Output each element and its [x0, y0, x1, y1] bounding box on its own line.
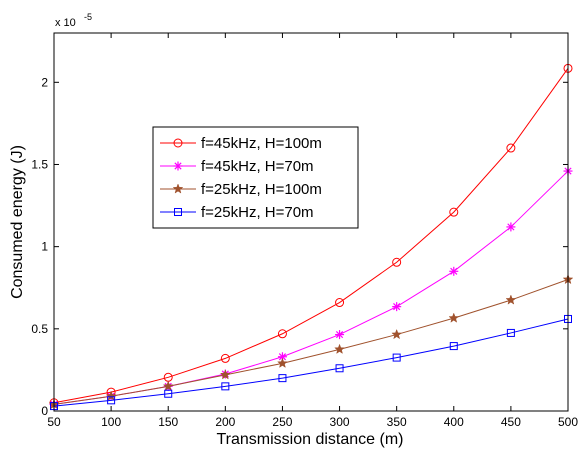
data-point: [221, 382, 230, 391]
data-point: [220, 353, 230, 363]
x-tick-label: 50: [47, 415, 61, 429]
legend-entry: f=25kHz, H=70m: [160, 204, 314, 221]
data-point: [449, 207, 459, 217]
series-line: [53, 318, 569, 407]
legend-marker: [174, 208, 182, 216]
legend-entry: f=45kHz, H=70m: [160, 158, 314, 175]
legend-entry: f=45kHz, H=100m: [160, 135, 322, 152]
y-tick-label: 1: [41, 240, 48, 254]
x-tick-label: 300: [330, 415, 350, 429]
data-point: [449, 342, 458, 351]
legend-label: f=45kHz, H=70m: [201, 158, 314, 175]
x-tick-label: 150: [158, 415, 178, 429]
x-axis-label: Transmission distance (m): [216, 431, 403, 448]
y-tick-label: 2: [41, 75, 48, 89]
legend-box: [152, 126, 359, 229]
x-tick-label: 250: [272, 415, 292, 429]
data-point: [335, 364, 344, 373]
y-exponent-label: -5: [84, 12, 92, 22]
data-point: [506, 143, 516, 153]
legend: f=45kHz, H=100m f=45kHz, H=70m f=25kHz, H=…: [152, 126, 359, 229]
legend-entry: f=25kHz, H=100m: [160, 181, 322, 198]
data-point: [335, 298, 345, 308]
y-axis-exponent: x 10 -5: [55, 12, 92, 29]
data-point: [506, 222, 516, 232]
data-point: [334, 343, 345, 354]
data-point: [277, 357, 288, 368]
legend-marker: [173, 138, 183, 148]
x-tick-label: 450: [501, 415, 521, 429]
y-tick-label: 1.5: [31, 157, 48, 171]
data-point: [391, 328, 403, 340]
x-tick-label: 500: [558, 415, 578, 429]
y-tick-label: 0: [41, 404, 48, 418]
x-tick-label: 200: [215, 415, 235, 429]
data-point: [277, 329, 287, 339]
data-point: [105, 390, 117, 401]
data-point: [448, 312, 460, 323]
data-point: [392, 257, 402, 267]
data-point: [449, 266, 459, 276]
legend-marker: [172, 183, 184, 194]
axis-ticks: 50 100 150 200 250 300 350 400 450 500 0 0.5 1 1.5 2: [31, 33, 578, 429]
data-point: [219, 369, 231, 380]
legend-label: f=25kHz, H=70m: [201, 204, 314, 221]
data-point: [506, 328, 515, 337]
x-tick-label: 350: [387, 415, 407, 429]
data-point: [392, 353, 401, 362]
series-line: [53, 279, 569, 405]
data-point: [505, 294, 517, 305]
data-point: [164, 389, 173, 398]
legend-label: f=45kHz, H=100m: [201, 135, 322, 152]
data-point: [162, 380, 174, 391]
data-point: [107, 396, 116, 405]
x-tick-label: 400: [444, 415, 464, 429]
y-multiplier-label: x 10: [55, 17, 76, 29]
legend-marker: [173, 161, 183, 171]
data-point: [392, 302, 402, 312]
x-tick-label: 100: [101, 415, 121, 429]
plot-frame: [53, 32, 569, 412]
data-point: [335, 330, 345, 340]
series-line: [53, 68, 569, 404]
data-point: [278, 374, 287, 383]
legend-label: f=25kHz, H=100m: [201, 181, 322, 198]
y-axis-label: Consumed energy (J): [9, 145, 26, 299]
y-tick-label: 0.5: [31, 322, 48, 336]
